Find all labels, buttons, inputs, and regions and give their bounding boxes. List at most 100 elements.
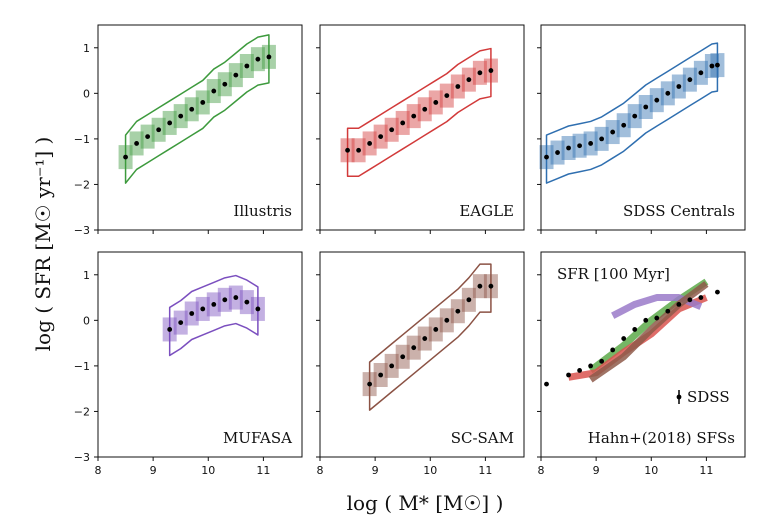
panel-3: SDSS Centrals xyxy=(537,24,746,234)
median-point xyxy=(488,68,494,73)
y-tick-label: −1 xyxy=(74,133,90,146)
x-tick-label: 11 xyxy=(256,464,270,477)
median-point xyxy=(244,63,250,69)
median-point xyxy=(610,129,616,135)
panel-1: Illustris 1 0 −1 −2 −3 xyxy=(74,24,303,237)
median-point xyxy=(698,70,704,76)
median-point xyxy=(389,127,395,133)
median-point xyxy=(400,120,406,126)
panel-frame xyxy=(540,251,746,458)
y-tick-label: −2 xyxy=(74,405,90,418)
median-point xyxy=(687,77,693,83)
median-point xyxy=(156,127,162,133)
contour-line xyxy=(124,34,270,184)
median-point xyxy=(477,70,483,76)
median-point xyxy=(211,88,217,94)
median-point xyxy=(233,72,239,78)
median-point xyxy=(222,81,228,87)
sdss-point xyxy=(588,363,594,369)
median-point xyxy=(466,297,472,303)
legend-label-sdss: SDSS xyxy=(687,388,730,406)
median-point xyxy=(134,141,139,146)
panel-2: EAGLE xyxy=(316,24,525,234)
median-point xyxy=(466,77,472,83)
sdss-point xyxy=(654,315,660,321)
sdss-point xyxy=(544,381,549,387)
median-point xyxy=(266,54,272,60)
median-point xyxy=(244,299,250,305)
panel-frame xyxy=(97,251,303,458)
median-point xyxy=(367,381,373,387)
median-point xyxy=(715,62,720,68)
median-point xyxy=(477,283,483,289)
y-tick-label: −2 xyxy=(74,178,90,191)
median-point xyxy=(555,150,560,155)
median-point xyxy=(566,145,571,151)
median-point xyxy=(400,354,406,360)
sdss-point xyxy=(715,289,720,295)
contour-line xyxy=(545,42,719,184)
median-point xyxy=(389,363,395,369)
median-point xyxy=(123,154,128,160)
sdss-point xyxy=(566,372,571,378)
median-point xyxy=(211,301,217,307)
median-point xyxy=(422,106,428,112)
median-point xyxy=(378,134,384,140)
panel-frame xyxy=(319,251,525,458)
x-tick-label: 10 xyxy=(201,464,215,477)
median-point xyxy=(367,141,373,146)
median-point xyxy=(167,120,173,126)
median-point xyxy=(676,84,682,89)
median-point xyxy=(455,308,461,314)
median-point xyxy=(378,372,384,378)
sdss-point xyxy=(643,317,649,323)
median-point xyxy=(444,93,450,99)
median-point xyxy=(345,147,350,153)
x-tick-label: 10 xyxy=(644,464,658,477)
median-point xyxy=(544,154,549,160)
median-point xyxy=(200,100,206,105)
median-point xyxy=(145,134,151,140)
median-point xyxy=(444,317,450,323)
sdss-point xyxy=(698,295,704,300)
panel-title: Hahn+(2018) SFSs xyxy=(588,429,735,447)
x-tick-label: 8 xyxy=(317,464,324,477)
median-point xyxy=(621,122,627,128)
y-tick-label: −3 xyxy=(74,451,90,464)
median-point xyxy=(433,327,439,332)
median-point xyxy=(178,113,184,119)
x-tick-label: 9 xyxy=(593,464,600,477)
median-point xyxy=(488,283,494,289)
x-tick-label: 9 xyxy=(372,464,379,477)
annotation-sfr-timescale: SFR [100 Myr] xyxy=(557,265,670,283)
sdss-point xyxy=(676,301,682,307)
median-point xyxy=(709,63,715,69)
x-tick-label: 10 xyxy=(423,464,437,477)
x-tick-label: 11 xyxy=(478,464,492,477)
y-tick-label: 1 xyxy=(83,42,90,55)
y-tick-label: −1 xyxy=(74,360,90,373)
panel-title: Illustris xyxy=(233,202,292,220)
sdss-point xyxy=(577,368,582,373)
legend-marker xyxy=(676,394,682,400)
sfs-band-sc-sam xyxy=(588,281,709,383)
median-point xyxy=(178,320,184,326)
panel-title: SC-SAM xyxy=(451,429,514,447)
median-point xyxy=(455,84,461,89)
panel-frame xyxy=(540,24,746,231)
median-point xyxy=(255,56,261,62)
sdss-point xyxy=(665,308,671,314)
panel-title: SDSS Centrals xyxy=(623,202,735,220)
panel-title: MUFASA xyxy=(223,429,292,447)
contour-line xyxy=(368,263,492,411)
median-point xyxy=(433,100,439,105)
y-tick-label: −3 xyxy=(74,224,90,237)
panel-frame xyxy=(319,24,525,231)
median-point xyxy=(632,113,638,119)
median-point xyxy=(356,147,361,153)
y-tick-label: 1 xyxy=(83,269,90,282)
median-point xyxy=(577,143,582,149)
median-point xyxy=(189,311,195,316)
